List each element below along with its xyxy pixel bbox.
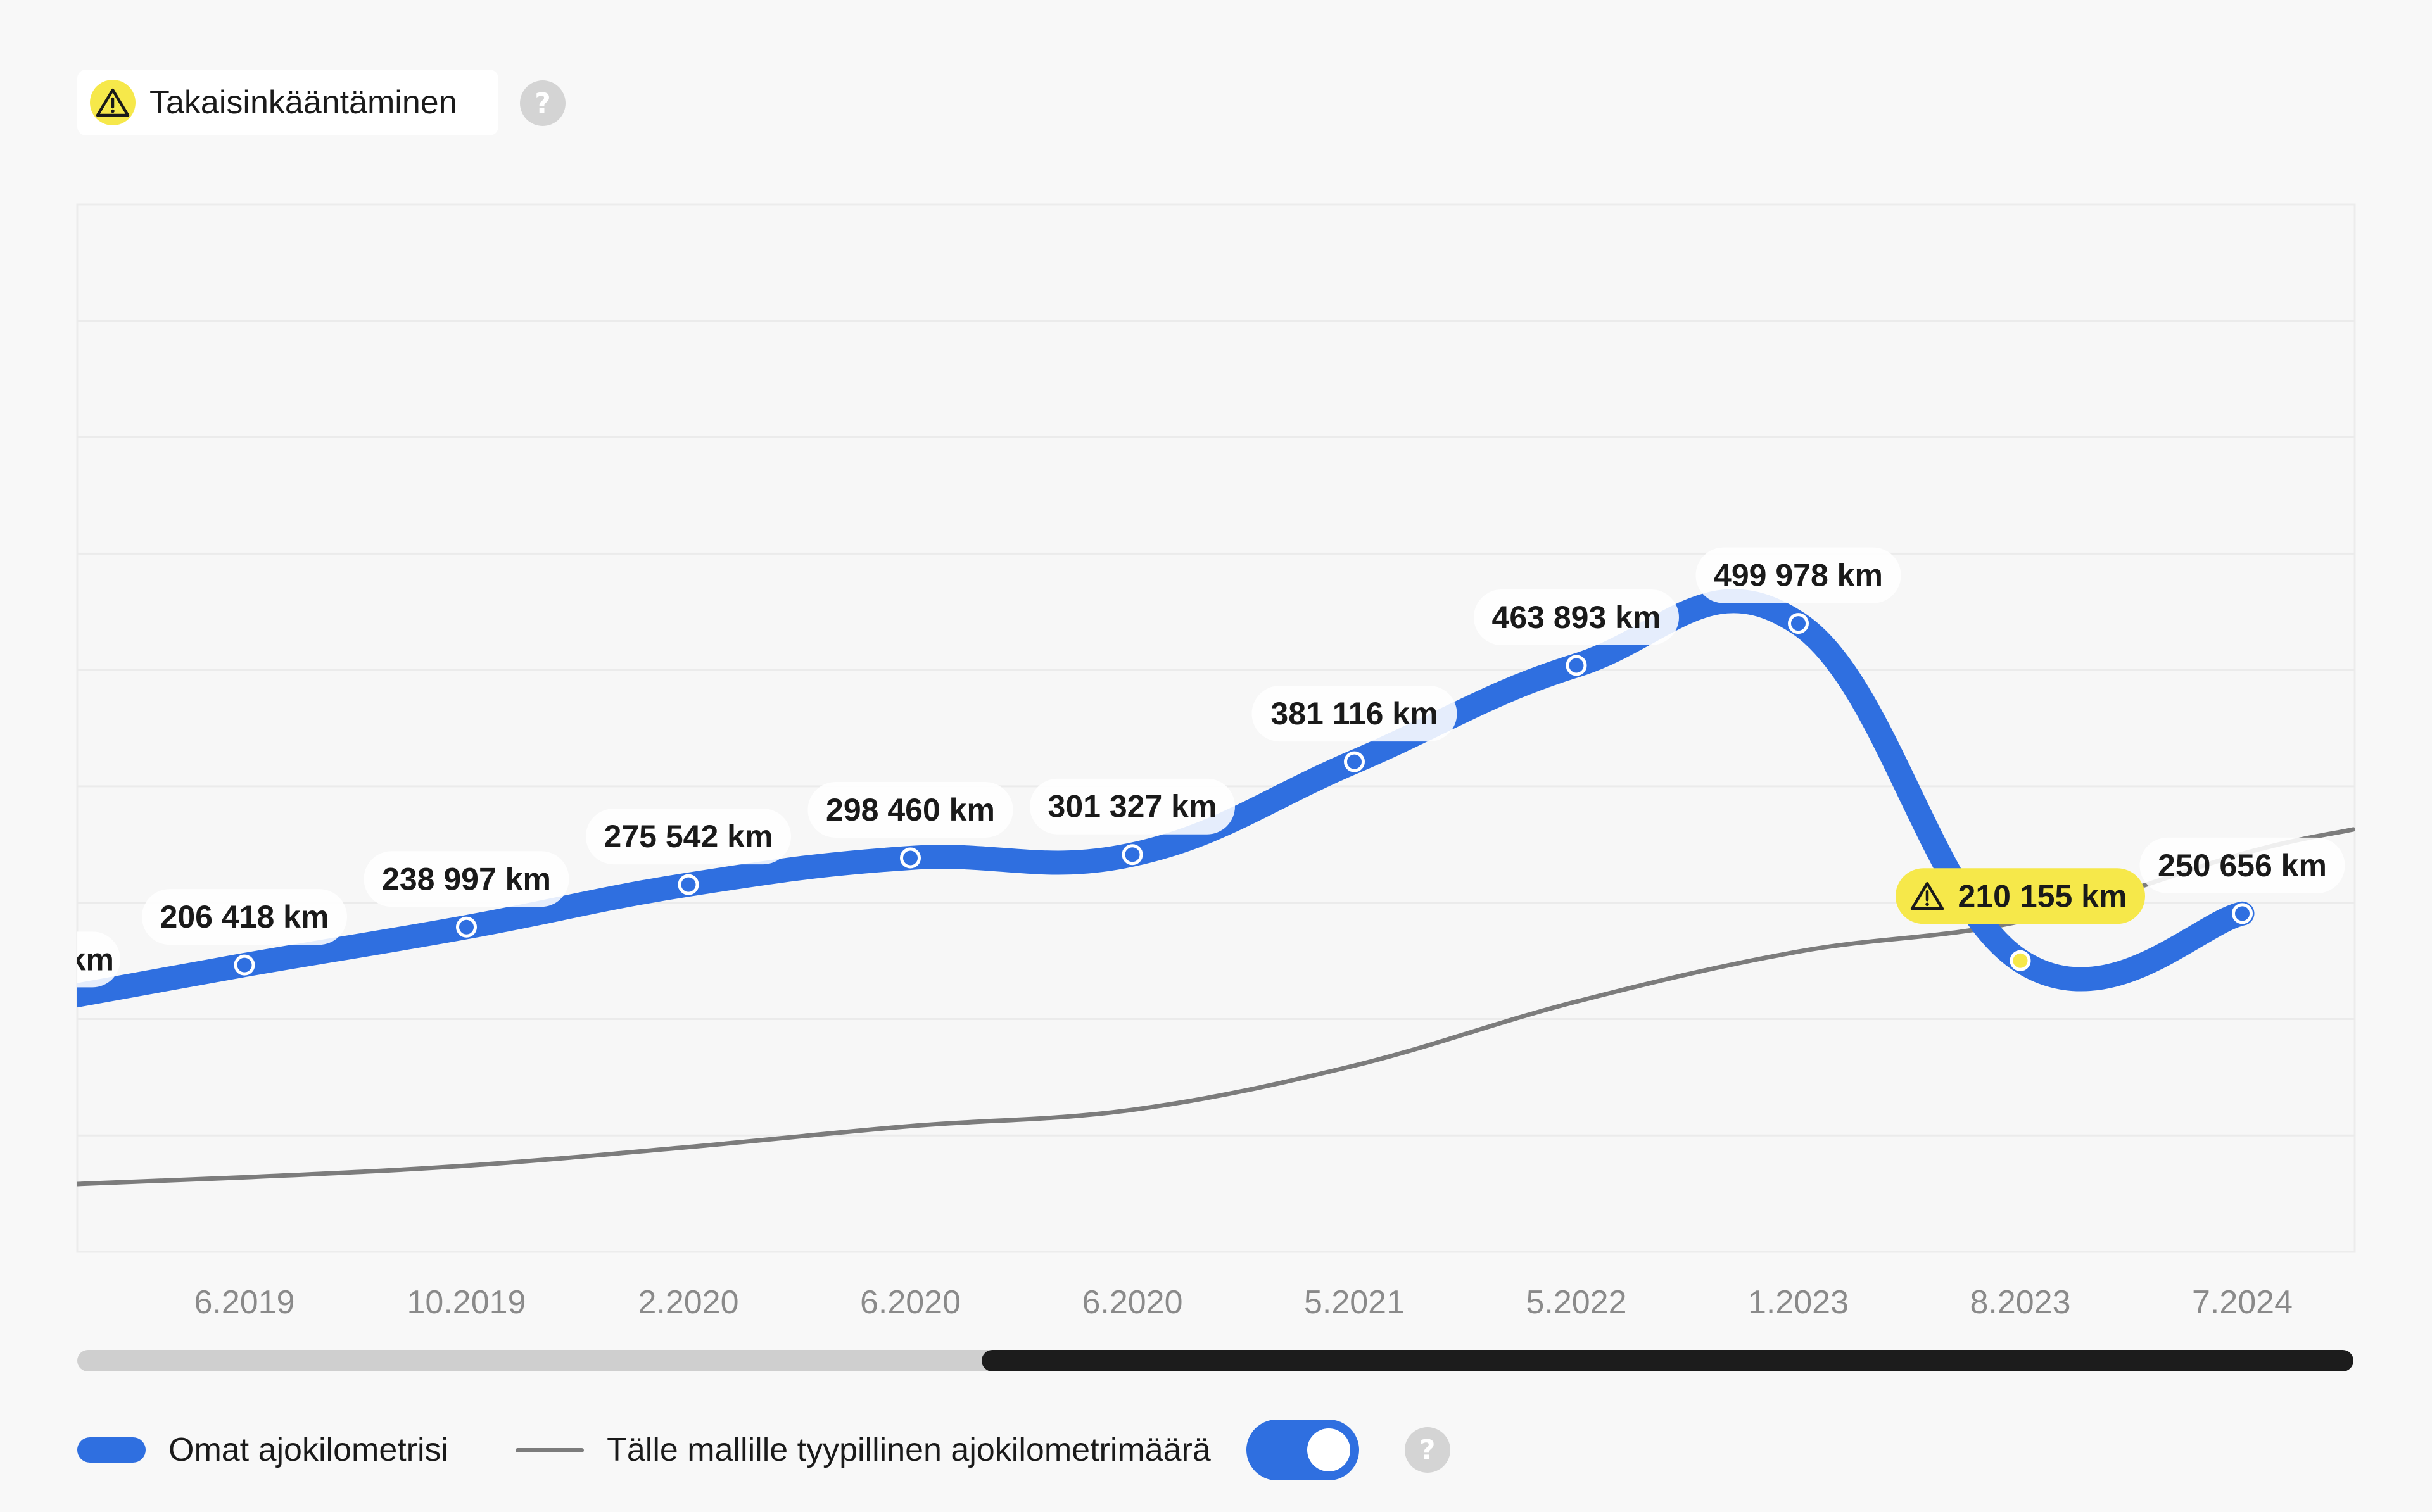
x-tick-label: 5.2021 <box>1304 1284 1405 1321</box>
question-icon[interactable]: ? <box>1404 1427 1450 1473</box>
data-label: 381 116 km <box>1251 686 1457 742</box>
label-bg <box>364 851 569 907</box>
x-tick-label: 1.2023 <box>1748 1284 1849 1321</box>
data-label: 301 327 km <box>1030 778 1235 835</box>
data-label-text: 301 327 km <box>1048 789 1217 824</box>
own-mileage-point <box>678 874 699 895</box>
chart-legend: Omat ajokilometrisi Tälle mallille tyypi… <box>77 1418 1450 1482</box>
x-tick-label: 5.2022 <box>1526 1284 1626 1321</box>
own-mileage-point <box>2232 903 2253 924</box>
label-bg <box>586 809 791 865</box>
chart-scrollbar-thumb[interactable] <box>982 1350 2353 1371</box>
warning-icon <box>90 80 136 125</box>
x-tick-label: 6.2019 <box>194 1284 294 1321</box>
label-bg <box>1474 589 1679 645</box>
data-label-warning: 210 155 km <box>1896 868 2145 924</box>
data-label: 298 460 km <box>808 781 1013 838</box>
data-label: 238 997 km <box>364 851 569 907</box>
label-bg <box>77 931 120 988</box>
x-axis: 6.2019 10.2019 2.2020 6.2020 6.2020 5.2021 5.2… <box>194 1284 2293 1321</box>
own-mileage-legend-label: Omat ajokilometrisi <box>168 1432 449 1468</box>
data-label-text: 275 542 km <box>604 819 773 854</box>
label-bg <box>1030 778 1235 835</box>
question-icon[interactable]: ? <box>520 80 566 126</box>
data-label: 463 893 km <box>1474 589 1679 645</box>
own-mileage-point <box>1344 751 1365 772</box>
label-bg <box>142 889 347 945</box>
data-label-text: 463 893 km <box>1492 600 1661 635</box>
x-tick-label: 7.2024 <box>2192 1284 2293 1321</box>
data-label: 499 978 km <box>1695 547 1901 603</box>
x-tick-label: 10.2019 <box>407 1284 526 1321</box>
rollback-warning-label: Takaisinkääntäminen <box>149 84 457 121</box>
data-label-text: 499 978 km <box>1714 558 1883 593</box>
own-mileage-swatch <box>77 1437 146 1463</box>
rollback-warning-badge: Takaisinkääntäminen <box>77 70 498 135</box>
chart-grid <box>76 203 2356 1253</box>
toggle-knob <box>1307 1428 1350 1471</box>
label-bg <box>1695 547 1901 603</box>
data-label: 250 656 km <box>2139 837 2345 893</box>
own-mileage-point <box>234 954 255 976</box>
warning-label-bg <box>1896 868 2145 924</box>
typical-mileage-swatch <box>516 1447 585 1452</box>
x-tick-label: 6.2020 <box>860 1284 961 1321</box>
first-data-label: km <box>68 931 120 988</box>
data-label: 206 418 km <box>142 889 347 945</box>
data-label-text: 250 656 km <box>2158 848 2327 883</box>
label-bg <box>808 781 1013 838</box>
data-label-text: km <box>68 942 114 977</box>
data-label-text: 381 116 km <box>1270 696 1438 731</box>
label-bg <box>2139 837 2345 893</box>
data-label-text: 298 460 km <box>826 792 995 828</box>
data-label-text: 206 418 km <box>160 899 329 935</box>
plot-area <box>76 203 2356 1253</box>
typical-mileage-toggle[interactable] <box>1246 1420 1359 1480</box>
data-labels: km 206 418 km 238 997 km 275 542 km 298 460 … <box>68 547 2345 988</box>
warning-data-label-text: 210 155 km <box>1958 878 2127 914</box>
mileage-chart: km 206 418 km 238 997 km 275 542 km 298 460 … <box>68 203 2356 1321</box>
data-label-text: 238 997 km <box>382 861 551 897</box>
own-mileage-point <box>1566 655 1587 676</box>
data-label: 275 542 km <box>586 809 791 865</box>
warning-icon <box>1910 882 1944 910</box>
typical-mileage-legend-label: Tälle mallille tyypillinen ajokilometrim… <box>607 1432 1211 1468</box>
own-mileage-point <box>456 916 477 938</box>
own-mileage-point <box>1788 613 1809 634</box>
x-tick-label: 2.2020 <box>638 1284 738 1321</box>
label-bg <box>1251 686 1457 742</box>
own-mileage-point-warning <box>2010 950 2031 971</box>
x-tick-label: 8.2023 <box>1970 1284 2070 1321</box>
own-mileage-point <box>900 847 921 869</box>
x-tick-label: 6.2020 <box>1082 1284 1182 1321</box>
own-mileage-point <box>1122 844 1143 866</box>
